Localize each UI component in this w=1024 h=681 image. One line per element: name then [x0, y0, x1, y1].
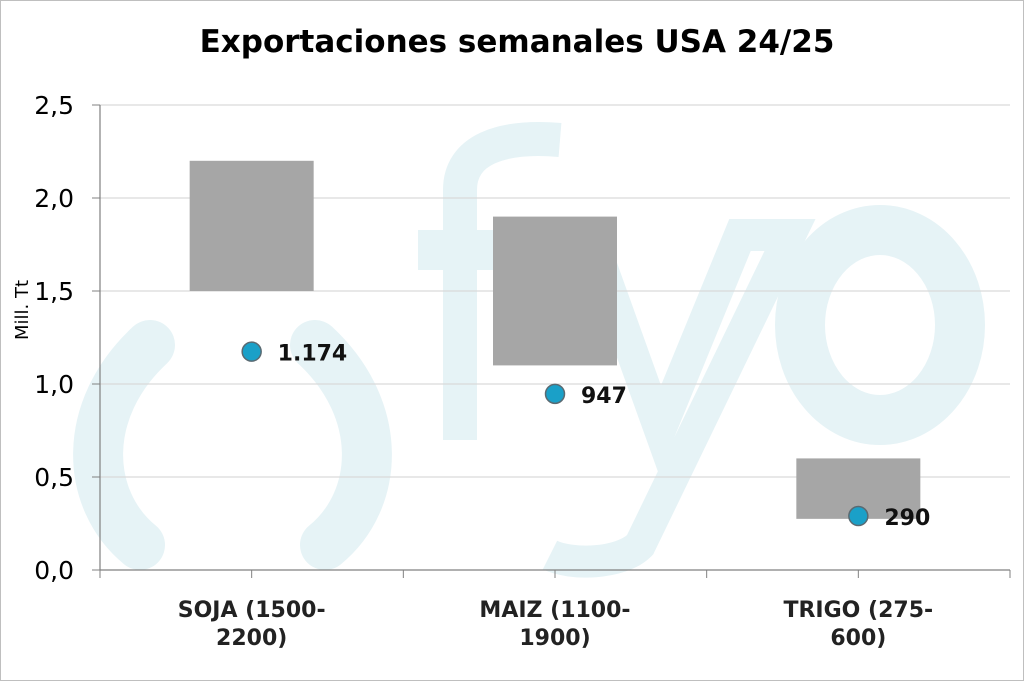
- data-label: 1.174: [278, 342, 348, 367]
- chart-title: Exportaciones semanales USA 24/25: [200, 24, 835, 60]
- category-label: 600): [830, 626, 886, 651]
- category-label: 1900): [519, 626, 590, 651]
- y-axis-label: Mill. Tt: [12, 280, 33, 340]
- range-bars: [189, 160, 921, 519]
- data-label: 947: [581, 384, 627, 409]
- category-label: MAIZ (1100-: [479, 598, 630, 623]
- y-tick-label: 0,0: [34, 556, 74, 585]
- range-bar: [493, 216, 617, 366]
- data-label: 290: [884, 506, 930, 531]
- data-point: [544, 383, 566, 405]
- y-tick-label: 0,5: [34, 463, 74, 492]
- y-tick-label: 1,5: [34, 277, 74, 306]
- category-label: SOJA (1500-: [178, 598, 326, 623]
- category-labels: SOJA (1500- 2200) MAIZ (1100- 1900) TRIGO (2…: [178, 598, 933, 651]
- y-tick-label: 2,0: [34, 184, 74, 213]
- data-point: [241, 341, 262, 362]
- y-tick-label: 2,5: [34, 91, 74, 120]
- range-bar: [189, 160, 314, 291]
- data-point: [848, 505, 869, 527]
- category-label: 2200): [216, 626, 287, 651]
- axes: [92, 104, 1011, 578]
- y-tick-label: 1,0: [34, 370, 74, 399]
- y-tick-labels: 0,0 0,5 1,0 1,5 2,0 2,5: [34, 91, 74, 585]
- data-points: 1.174 947 290: [241, 341, 930, 531]
- category-label: TRIGO (275-: [783, 598, 933, 623]
